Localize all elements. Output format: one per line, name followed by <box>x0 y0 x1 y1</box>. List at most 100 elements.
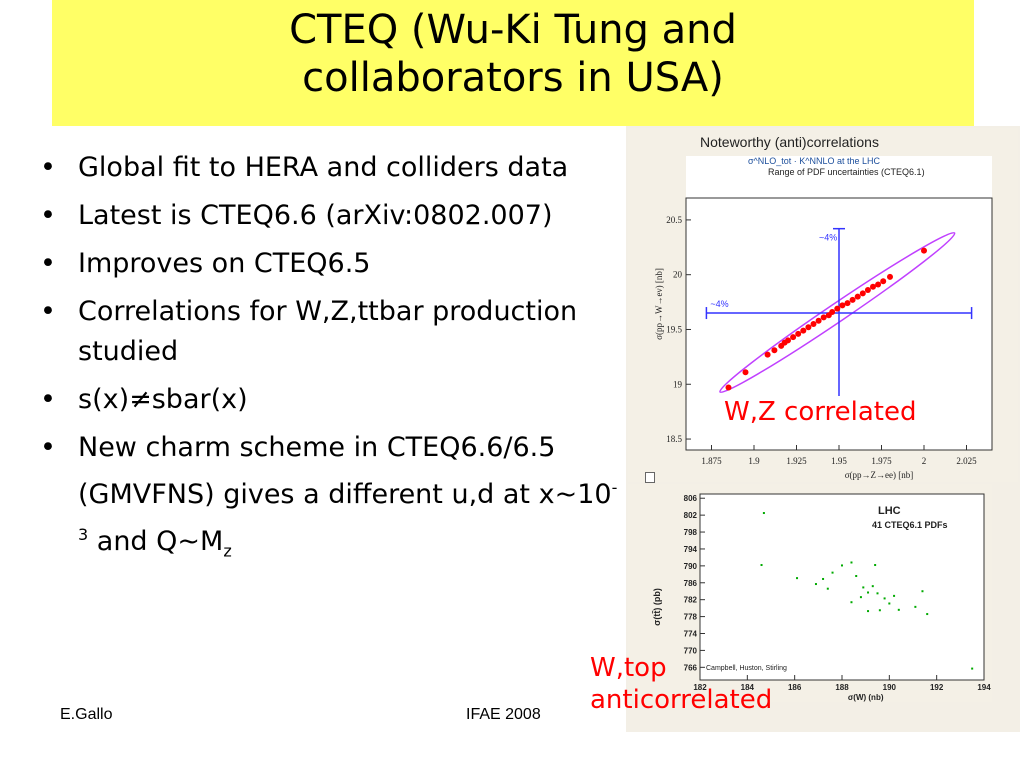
chart1-data-point <box>800 327 807 334</box>
chart2-x-tick-label: 184 <box>741 683 755 692</box>
bullet-text-a: New charm scheme in CTEQ6.6/6.5 (GMVFNS)… <box>78 432 612 510</box>
chart1-x-tick-label: 1.875 <box>701 456 722 466</box>
bullet-dot: • <box>40 432 56 463</box>
chart2-data-point <box>814 583 817 586</box>
slide-title-line-1: CTEQ (Wu-Ki Tung and <box>289 7 737 53</box>
chart1-x-tick-label: 2.025 <box>956 456 977 466</box>
chart1-data-point <box>742 369 749 376</box>
chart1-data-point <box>844 300 851 307</box>
chart1-title: Noteworthy (anti)correlations <box>700 134 879 150</box>
chart2-x-tick-label: 194 <box>977 683 991 692</box>
footer-author: E.Gallo <box>60 706 113 723</box>
chart1-data-point <box>849 296 856 303</box>
chart2-x-tick-label: 188 <box>835 683 849 692</box>
chart1-data-point <box>820 314 827 321</box>
bullet-dot: • <box>40 152 56 183</box>
chart2-data-point <box>850 601 853 604</box>
bullet-dot: • <box>40 384 56 415</box>
bullet-text: Improves on CTEQ6.5 <box>78 248 371 279</box>
bullet-item: • Global fit to HERA and colliders data <box>40 148 620 188</box>
title-banner: CTEQ (Wu-Ki Tung and collaborators in US… <box>52 0 974 126</box>
bullet-superscript: -3 <box>78 478 618 544</box>
chart2-data-point <box>796 577 799 580</box>
chart2-y-tick-label: 794 <box>684 545 698 554</box>
chart1-data-point <box>795 330 802 337</box>
chart2-y-tick-label: 774 <box>684 630 698 639</box>
chart1-y-tick-label: 19.5 <box>666 324 682 334</box>
bullet-item: • Latest is CTEQ6.6 (arXiv:0802.007) <box>40 196 620 236</box>
chart2-x-tick-label: 192 <box>930 683 944 692</box>
chart1-data-point <box>805 324 812 331</box>
chart2-data-point <box>855 575 858 578</box>
chart2-y-tick-label: 770 <box>684 646 698 655</box>
chart1-data-point <box>870 283 876 290</box>
chart2-data-point <box>878 609 881 612</box>
chart2-data-point <box>871 585 874 588</box>
chart1-data-point <box>725 384 732 391</box>
bullet-text: Global fit to HERA and colliders data <box>78 152 569 183</box>
bullet-dot: • <box>40 200 56 231</box>
chart1-data-point <box>829 308 836 315</box>
footer-event: IFAE 2008 <box>466 706 541 723</box>
chart2-subtitle: 41 CTEQ6.1 PDFs <box>872 520 948 530</box>
chart2-data-point <box>859 596 862 599</box>
bullet-text: Latest is CTEQ6.6 (arXiv:0802.007) <box>78 200 553 231</box>
chart1-data-point <box>859 290 866 297</box>
chart2-x-tick-label: 186 <box>788 683 802 692</box>
chart2-data-point <box>867 610 870 613</box>
chart2-data-point <box>914 605 917 608</box>
chart1-data-point <box>815 317 822 324</box>
chart2-y-tick-label: 786 <box>684 579 698 588</box>
wz-correlation-chart: Noteworthy (anti)correlations σ^NLO_tot … <box>628 128 1018 482</box>
chart2-data-point <box>926 613 929 616</box>
chart1-data-point <box>771 347 778 354</box>
chart2-y-tick-label: 790 <box>684 562 698 571</box>
chart2-data-point <box>822 577 825 580</box>
chart2-x-axis-label: σ(W) (nb) <box>848 693 884 702</box>
bullet-text-b: and Q~M <box>88 526 224 557</box>
chart1-data-point <box>810 321 817 327</box>
annotation-wz-correlated: W,Z correlated <box>720 396 921 428</box>
chart1-data-point <box>839 302 846 309</box>
chart1-y-tick-label: 18.5 <box>666 434 682 444</box>
chart1-data-point <box>854 293 861 300</box>
slide-title-line-2: collaborators in USA) <box>302 55 724 101</box>
chart1-legend-line-2: Range of PDF uncertainties (CTEQ6.1) <box>768 167 925 177</box>
annotation-wtop: W,top anticorrelated <box>590 652 772 716</box>
chart1-data-point <box>880 278 887 285</box>
chart2-data-point <box>883 597 886 600</box>
chart2-data-point <box>867 591 870 594</box>
chart1-data-point <box>834 305 841 312</box>
chart1-legend-line-1: σ^NLO_tot · K^NNLO at the LHC <box>748 156 881 166</box>
chart1-x-tick-label: 1.95 <box>831 456 847 466</box>
chart1-x-tick-label: 1.925 <box>786 456 807 466</box>
chart2-note: Campbell, Huston, Stirling <box>706 665 787 672</box>
wtop-anticorrelation-chart: 182 184 186 188 190 192 194 766 770 774 778 782 786 7… <box>628 484 992 702</box>
annotation-wtop-line-2: anticorrelated <box>590 685 773 715</box>
chart2-y-axis-label: σ(tt̄) (pb) <box>652 588 662 626</box>
chart1-data-point <box>887 273 893 280</box>
chart2-data-point <box>971 667 974 670</box>
chart2-y-tick-label: 806 <box>684 494 698 503</box>
chart2-data-point <box>888 602 891 605</box>
chart2-data-point <box>850 561 853 564</box>
chart2-y-tick-label: 798 <box>684 528 698 537</box>
chart1-x-tick-label: 2 <box>922 456 927 466</box>
chart2-data-point <box>876 592 879 595</box>
chart1-y-axis-label: σ(pp→W→eν) [nb] <box>654 268 664 340</box>
bullet-dot: • <box>40 296 56 327</box>
chart1-cross-label-h: ~4% <box>710 299 728 309</box>
bullet-item: • Improves on CTEQ6.5 <box>40 244 620 284</box>
bullet-text: s(x)≠sbar(x) <box>78 384 248 415</box>
chart1-x-tick-label: 1.9 <box>748 456 760 466</box>
chart2-data-point <box>826 587 829 590</box>
chart2-y-tick-label: 766 <box>684 663 698 672</box>
chart1-data-point <box>764 351 771 358</box>
chart2-data-point <box>897 608 900 611</box>
chart2-data-point <box>921 590 924 593</box>
small-checkbox-glyph <box>645 472 655 483</box>
bullet-item: • Correlations for W,Z,ttbar production s… <box>40 292 620 372</box>
chart1-data-point <box>790 334 797 341</box>
chart1-x-axis-label: σ(pp→Z→ee) [nb] <box>845 470 914 480</box>
chart1-data-point <box>921 247 927 254</box>
